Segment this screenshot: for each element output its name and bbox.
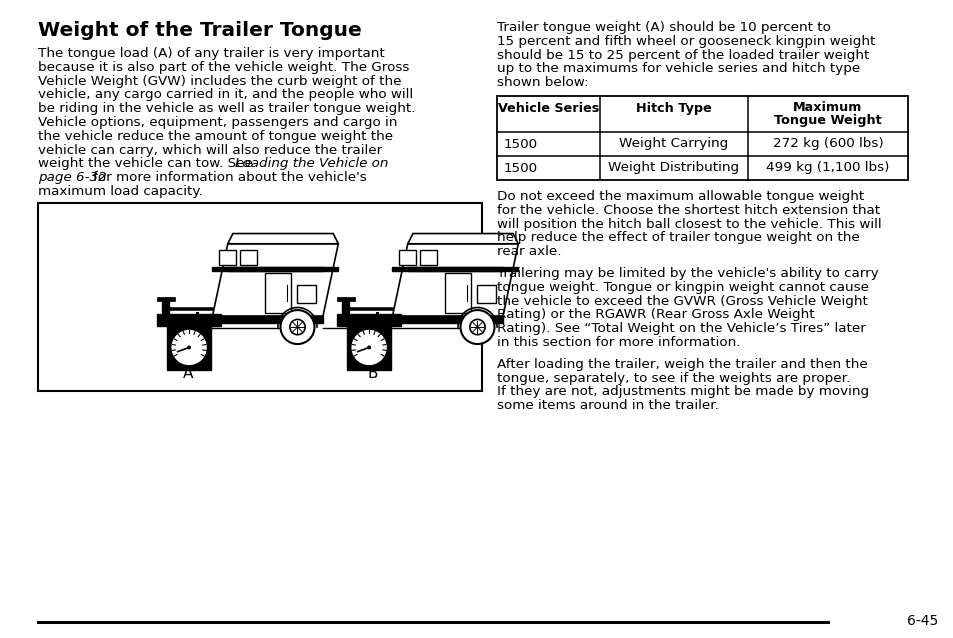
Text: Maximum: Maximum — [793, 101, 862, 114]
Bar — [407, 267, 517, 271]
Text: The tongue load (A) of any trailer is very important: The tongue load (A) of any trailer is ve… — [38, 47, 384, 60]
Circle shape — [350, 329, 388, 366]
Text: A: A — [183, 366, 193, 381]
Text: vehicle, any cargo carried in it, and the people who will: vehicle, any cargo carried in it, and th… — [38, 89, 413, 101]
Text: Weight Carrying: Weight Carrying — [618, 138, 728, 151]
Text: 272 kg (600 lbs): 272 kg (600 lbs) — [772, 138, 882, 151]
Bar — [399, 249, 416, 265]
Text: in this section for more information.: in this section for more information. — [497, 336, 740, 349]
Text: If they are not, adjustments might be made by moving: If they are not, adjustments might be ma… — [497, 385, 868, 398]
Circle shape — [171, 329, 208, 366]
Text: 1500: 1500 — [503, 161, 537, 175]
Bar — [162, 299, 169, 313]
Text: vehicle can carry, which will also reduce the trailer: vehicle can carry, which will also reduc… — [38, 144, 382, 156]
Bar — [445, 273, 470, 313]
Text: Hitch Type: Hitch Type — [636, 102, 711, 115]
Text: Trailer tongue weight (A) should be 10 percent to: Trailer tongue weight (A) should be 10 p… — [497, 21, 830, 34]
Text: Rating). See “Total Weight on the Vehicle’s Tires” later: Rating). See “Total Weight on the Vehicl… — [497, 322, 865, 335]
Text: Loading the Vehicle on: Loading the Vehicle on — [234, 158, 388, 170]
Text: weight the vehicle can tow. See: weight the vehicle can tow. See — [38, 158, 257, 170]
Text: should be 15 to 25 percent of the loaded trailer weight: should be 15 to 25 percent of the loaded… — [497, 48, 868, 62]
Text: Trailering may be limited by the vehicle's ability to carry: Trailering may be limited by the vehicle… — [497, 267, 878, 280]
Text: Tongue Weight: Tongue Weight — [774, 114, 881, 127]
Text: Do not exceed the maximum allowable tongue weight: Do not exceed the maximum allowable tong… — [497, 190, 863, 203]
Text: because it is also part of the vehicle weight. The Gross: because it is also part of the vehicle w… — [38, 61, 409, 74]
Text: tongue, separately, to see if the weights are proper.: tongue, separately, to see if the weight… — [497, 371, 849, 385]
Bar — [213, 316, 323, 323]
Text: shown below:: shown below: — [497, 76, 588, 89]
Bar — [337, 315, 400, 326]
Text: Rating) or the RGAWR (Rear Gross Axle Weight: Rating) or the RGAWR (Rear Gross Axle We… — [497, 308, 814, 322]
Text: Weight of the Trailer Tongue: Weight of the Trailer Tongue — [38, 21, 361, 40]
Polygon shape — [392, 244, 517, 316]
Text: page 6-32: page 6-32 — [38, 171, 107, 184]
Text: help reduce the effect of trailer tongue weight on the: help reduce the effect of trailer tongue… — [497, 232, 859, 244]
Text: 1500: 1500 — [503, 138, 537, 151]
Circle shape — [290, 320, 305, 335]
Text: will position the hitch ball closest to the vehicle. This will: will position the hitch ball closest to … — [497, 218, 881, 230]
Bar — [228, 267, 338, 271]
Text: rear axle.: rear axle. — [497, 245, 561, 258]
Text: 6-45: 6-45 — [905, 614, 937, 628]
Text: up to the maximums for vehicle series and hitch type: up to the maximums for vehicle series an… — [497, 63, 860, 75]
Text: Weight Distributing: Weight Distributing — [608, 161, 739, 175]
Text: be riding in the vehicle as well as trailer tongue weight.: be riding in the vehicle as well as trai… — [38, 102, 416, 115]
Bar — [38, 203, 481, 391]
Text: maximum load capacity.: maximum load capacity. — [38, 185, 203, 198]
Circle shape — [460, 310, 494, 344]
Bar — [219, 249, 236, 265]
Text: for the vehicle. Choose the shortest hitch extension that: for the vehicle. Choose the shortest hit… — [497, 204, 880, 217]
Circle shape — [280, 310, 314, 344]
Text: Vehicle Series: Vehicle Series — [497, 102, 598, 115]
Text: for more information about the vehicle's: for more information about the vehicle's — [92, 171, 366, 184]
Bar — [347, 325, 391, 369]
Text: 499 kg (1,100 lbs): 499 kg (1,100 lbs) — [765, 161, 889, 175]
Text: some items around in the trailer.: some items around in the trailer. — [497, 399, 719, 412]
Bar — [239, 249, 256, 265]
Bar — [392, 316, 502, 323]
Text: Vehicle options, equipment, passengers and cargo in: Vehicle options, equipment, passengers a… — [38, 116, 397, 129]
Bar — [477, 285, 496, 303]
Bar — [497, 96, 907, 180]
Bar — [265, 273, 291, 313]
Polygon shape — [228, 234, 338, 244]
Circle shape — [188, 346, 191, 349]
Bar — [213, 267, 323, 271]
Text: B: B — [367, 366, 377, 381]
Text: tongue weight. Tongue or kingpin weight cannot cause: tongue weight. Tongue or kingpin weight … — [497, 281, 868, 294]
Polygon shape — [407, 234, 517, 244]
Bar — [297, 285, 315, 303]
Text: the vehicle to exceed the GVWR (Gross Vehicle Weight: the vehicle to exceed the GVWR (Gross Ve… — [497, 295, 867, 308]
Text: 15 percent and fifth wheel or gooseneck kingpin weight: 15 percent and fifth wheel or gooseneck … — [497, 35, 875, 48]
Circle shape — [470, 320, 485, 335]
Bar — [342, 299, 349, 313]
Bar — [419, 249, 436, 265]
Text: Vehicle Weight (GVW) includes the curb weight of the: Vehicle Weight (GVW) includes the curb w… — [38, 75, 401, 87]
Polygon shape — [213, 244, 338, 316]
Circle shape — [368, 346, 370, 349]
Bar — [167, 325, 211, 369]
Text: After loading the trailer, weigh the trailer and then the: After loading the trailer, weigh the tra… — [497, 358, 867, 371]
Bar — [157, 315, 221, 326]
Text: the vehicle reduce the amount of tongue weight the: the vehicle reduce the amount of tongue … — [38, 130, 393, 143]
Bar — [392, 267, 502, 271]
